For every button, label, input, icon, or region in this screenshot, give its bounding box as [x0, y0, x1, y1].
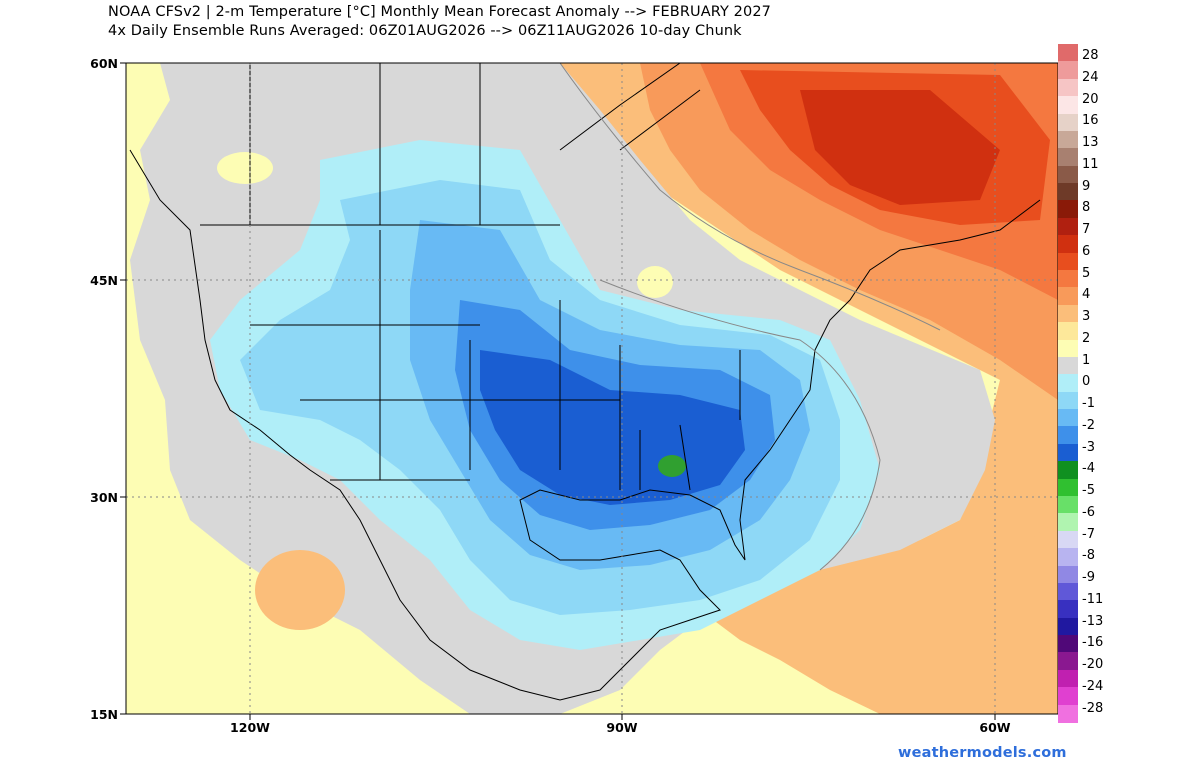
- colorbar-swatch: [1058, 548, 1078, 567]
- lon-label-120w: 120W: [230, 720, 270, 735]
- colorbar-swatch: [1058, 217, 1078, 236]
- colorbar-tick-label: 28: [1082, 48, 1099, 63]
- colorbar-swatch: [1058, 582, 1078, 601]
- coastlines: [129, 63, 1041, 701]
- colorbar-swatch: [1058, 304, 1078, 323]
- title-line-2: 4x Daily Ensemble Runs Averaged: 06Z01AU…: [108, 23, 742, 39]
- colorbar-swatch: [1058, 287, 1078, 306]
- colorbar-swatch: [1058, 165, 1078, 184]
- colorbar-tick-label: -1: [1082, 396, 1095, 411]
- colorbar-swatch: [1058, 687, 1078, 706]
- lat-label-60n: 60N: [90, 56, 118, 71]
- colorbar-swatch: [1058, 426, 1078, 445]
- colorbar-swatch: [1058, 130, 1078, 149]
- colorbar-tick-label: 13: [1082, 135, 1099, 150]
- lat-lon-grid: [126, 63, 1058, 714]
- colorbar-tick-label: 20: [1082, 91, 1099, 107]
- colorbar-swatch: [1058, 374, 1078, 393]
- colorbar-tick-label: 8: [1082, 200, 1091, 216]
- colorbar-swatch: [1058, 478, 1078, 497]
- colorbar-swatch: [1058, 356, 1078, 375]
- colorbar-swatch: [1058, 669, 1078, 688]
- lat-label-15n: 15N: [90, 707, 118, 722]
- lon-label-90w: 90W: [606, 720, 638, 735]
- colorbar-swatch: [1058, 96, 1078, 115]
- colorbar-tick-label: -5: [1082, 483, 1095, 498]
- colorbar-swatch: [1058, 270, 1078, 288]
- colorbar-tick-label: 2: [1082, 330, 1091, 346]
- colorbar-tick-label: 5: [1082, 265, 1091, 281]
- axis-ticks: [120, 62, 996, 720]
- colorbar-swatch: [1058, 443, 1078, 462]
- colorbar-swatch: [1058, 252, 1078, 271]
- anomaly-plus1-patch-lakes: [637, 266, 673, 298]
- colorbar-tick-label: 7: [1082, 222, 1091, 237]
- lon-label-60w: 60W: [979, 720, 1011, 735]
- map-title: NOAA CFSv2 | 2-m Temperature [°C] Monthl…: [108, 3, 771, 41]
- colorbar-tick-label: -20: [1082, 657, 1104, 672]
- colorbar-swatch: [1058, 617, 1078, 636]
- colorbar-swatch: [1058, 635, 1078, 654]
- colorbar-swatch: [1058, 235, 1078, 254]
- colorbar-swatch: [1058, 78, 1078, 97]
- colorbar-tick-label: -24: [1082, 678, 1104, 694]
- lat-label-30n: 30N: [90, 490, 118, 505]
- map-fill-layers: [126, 63, 1058, 714]
- title-line-1: NOAA CFSv2 | 2-m Temperature [°C] Monthl…: [108, 4, 771, 20]
- colorbar-swatch: [1058, 113, 1078, 132]
- colorbar-tick-label: 16: [1082, 113, 1099, 129]
- colorbar-tick-label: -3: [1082, 439, 1095, 455]
- colorbar-tick-label: 6: [1082, 243, 1091, 259]
- anomaly-plus2-region-se: [900, 520, 1058, 714]
- colorbar-swatch: [1058, 44, 1078, 62]
- colorbar-tick-label: -16: [1082, 635, 1104, 651]
- colorbar-swatch: [1058, 496, 1078, 514]
- colorbar-tick-label: 11: [1082, 156, 1099, 172]
- colorbar-tick-label: -4: [1082, 461, 1095, 477]
- colorbar-tick-label: -6: [1082, 504, 1095, 520]
- anomaly-plus1-patch-nw: [217, 152, 273, 184]
- colorbar-swatch: [1058, 61, 1078, 80]
- colorbar-swatch: [1058, 704, 1078, 723]
- colorbar-tick-label: -8: [1082, 548, 1095, 564]
- colorbar-swatch: [1058, 600, 1078, 619]
- colorbar-swatch: [1058, 513, 1078, 532]
- colorbar-tick-label: 3: [1082, 309, 1091, 324]
- anomaly-green-spot: [658, 455, 686, 477]
- colorbar-tick-label: -9: [1082, 570, 1095, 585]
- colorbar-swatch: [1058, 148, 1078, 167]
- colorbar: [1058, 44, 1078, 723]
- colorbar-tick-label: 0: [1082, 374, 1091, 390]
- colorbar-tick-label: 1: [1082, 352, 1091, 368]
- colorbar-tick-label: -13: [1082, 613, 1104, 629]
- colorbar-tick-label: 9: [1082, 178, 1091, 194]
- colorbar-swatch: [1058, 183, 1078, 202]
- contour-lines: [559, 63, 941, 571]
- colorbar-tick-label: 4: [1082, 287, 1091, 303]
- colorbar-swatch: [1058, 461, 1078, 480]
- anomaly-plus2-patch-mexico: [255, 550, 345, 630]
- colorbar-swatch: [1058, 652, 1078, 671]
- colorbar-swatch: [1058, 339, 1078, 358]
- colorbar-tick-label: -11: [1082, 591, 1104, 607]
- colorbar-tick-label: -2: [1082, 417, 1095, 433]
- colorbar-tick-label: -7: [1082, 526, 1095, 542]
- colorbar-swatch: [1058, 409, 1078, 428]
- colorbar-tick-label: 24: [1082, 69, 1099, 85]
- credit-text: weathermodels.com: [898, 745, 1067, 761]
- colorbar-swatch: [1058, 391, 1078, 410]
- colorbar-swatch: [1058, 322, 1078, 341]
- colorbar-swatch: [1058, 530, 1078, 549]
- colorbar-swatch: [1058, 565, 1078, 584]
- colorbar-swatch: [1058, 200, 1078, 219]
- anomaly-plus7-region: [800, 90, 1000, 205]
- lat-label-45n: 45N: [90, 273, 118, 288]
- colorbar-tick-label: -28: [1082, 700, 1104, 716]
